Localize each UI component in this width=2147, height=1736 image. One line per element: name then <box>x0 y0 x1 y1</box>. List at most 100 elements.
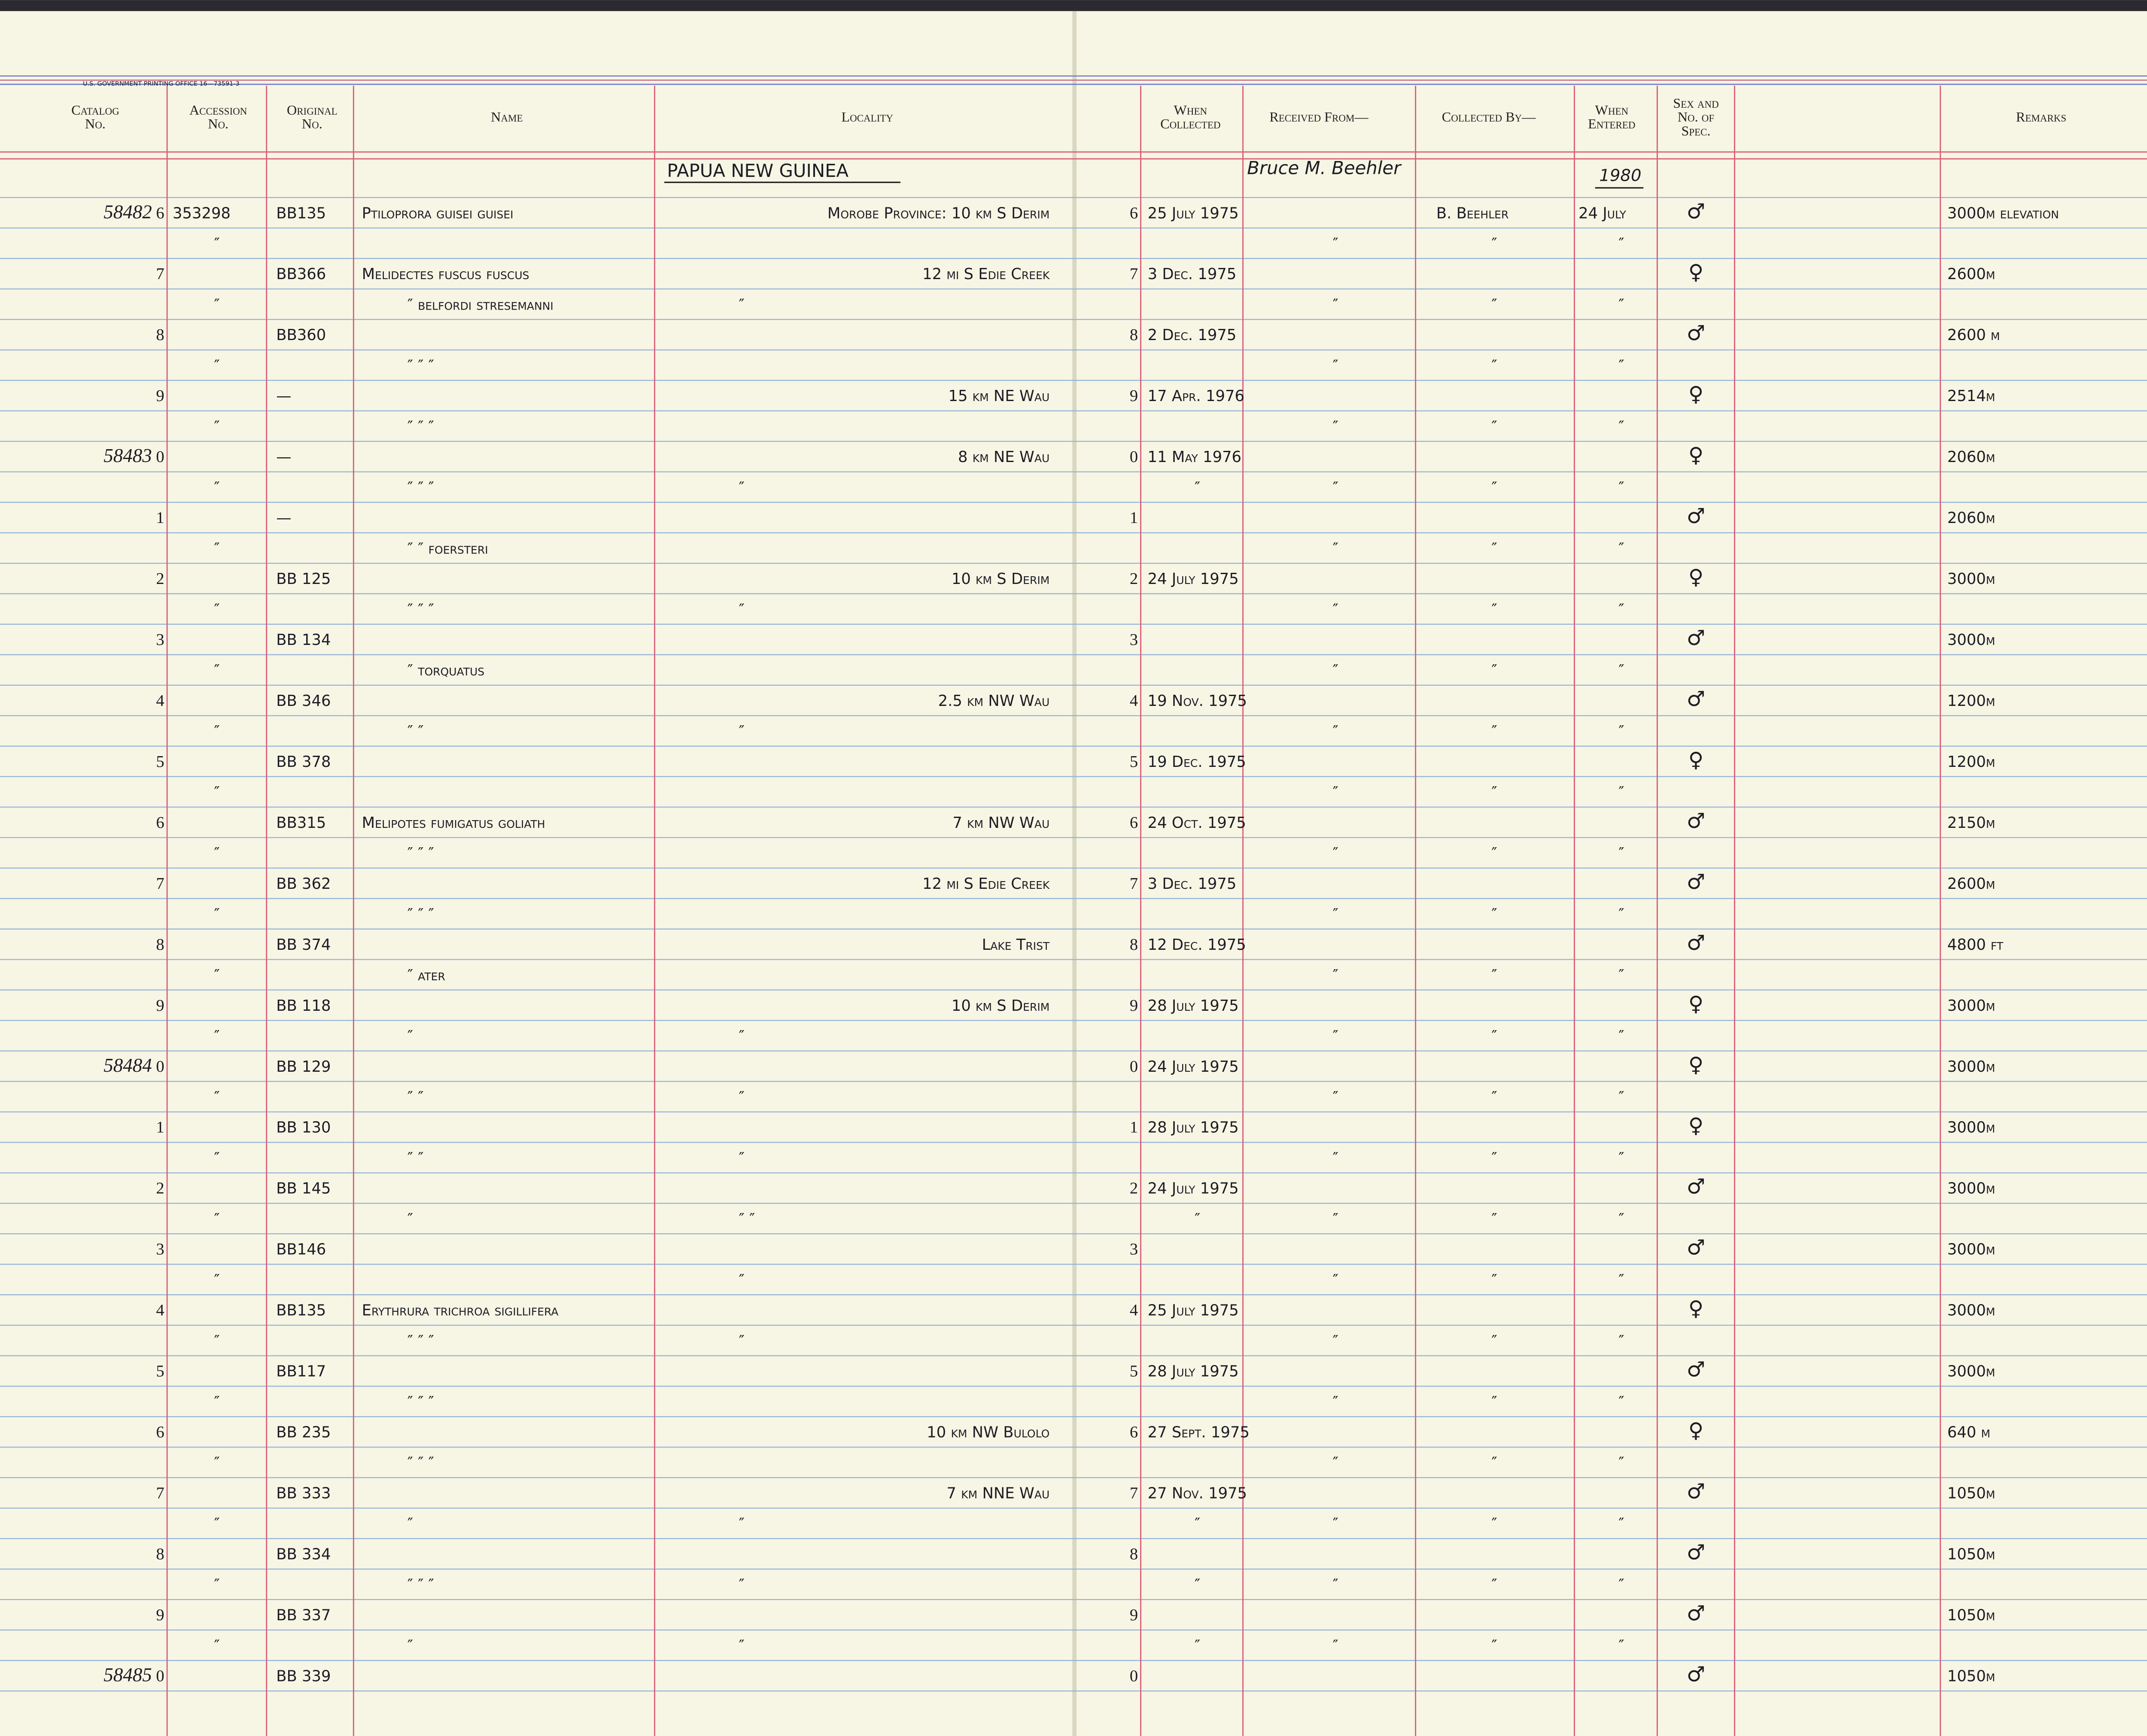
ditto-mark: ″ <box>408 1028 413 1045</box>
cell: 25 July 1975 <box>1148 204 1239 222</box>
ditto-mark: ″ <box>739 1271 745 1289</box>
cell: 1050m <box>1947 1667 1995 1685</box>
ditto-mark: ″ <box>1333 1210 1338 1228</box>
cell: 5 <box>1130 1362 1138 1380</box>
ditto-mark: ″ <box>1333 235 1338 252</box>
column-header: When <box>1174 102 1207 118</box>
cell: 7 <box>156 1484 164 1502</box>
section-received: Bruce M. Beehler <box>1247 157 1402 178</box>
cell: 3 Dec. 1975 <box>1148 875 1237 893</box>
cell: BB315 <box>276 814 326 832</box>
cell: 0 <box>156 1058 164 1076</box>
ditto-mark: ″ <box>1618 1271 1624 1289</box>
cell: 8 <box>1130 936 1138 954</box>
ditto-mark: ″ <box>214 1454 220 1472</box>
cell: 2600m <box>1947 875 1995 893</box>
cell: 12 Dec. 1975 <box>1148 936 1246 954</box>
cell: ♂ <box>1687 1601 1705 1625</box>
ditto-mark: ″ <box>1491 357 1497 374</box>
ditto-mark: ″ <box>214 845 220 862</box>
ditto-mark: ″ <box>1618 235 1624 252</box>
ditto-mark: ″ ″ ″ <box>408 1454 434 1472</box>
ditto-mark: ″ <box>1195 1637 1200 1655</box>
cell: 3000m <box>1947 1058 1995 1076</box>
cell: — <box>276 387 291 405</box>
cell: ♂ <box>1687 1662 1705 1686</box>
cell: 2 Dec. 1975 <box>1148 326 1237 344</box>
cell: — <box>276 509 291 527</box>
cell: BB360 <box>276 326 326 344</box>
ditto-mark: ″ <box>1333 1515 1338 1533</box>
cell: 3000m <box>1947 997 1995 1015</box>
ditto-mark: ″ ″ ″ <box>408 1332 434 1350</box>
cell: 2600m <box>1947 265 1995 283</box>
ditto-mark: ″ ″ ″ <box>408 1576 434 1594</box>
cell: 6 <box>156 204 164 222</box>
ditto-mark: ″ <box>214 235 220 252</box>
ditto-mark: ″ <box>1333 1271 1338 1289</box>
cell: 7 <box>156 265 164 283</box>
ditto-mark: ″ <box>1333 1637 1338 1655</box>
cell: 8 <box>1130 326 1138 344</box>
ditto-mark: ″ <box>1618 1088 1624 1106</box>
ditto-mark: ″ <box>408 1515 413 1533</box>
ditto-mark: ″ ″ <box>408 723 424 740</box>
ditto-mark: ″ <box>1618 296 1624 313</box>
ditto-mark: ″ ″ ″ <box>408 418 434 435</box>
ditto-mark: ″ <box>739 1515 745 1533</box>
cell: 2 <box>156 570 164 588</box>
cell: 7 <box>1130 1484 1138 1502</box>
cell: 24 July 1975 <box>1148 570 1239 588</box>
cell: 1 <box>156 1119 164 1137</box>
column-header: No. <box>85 116 106 131</box>
cell: ♀ <box>1688 1114 1703 1138</box>
ditto-mark: ″ <box>739 1149 745 1167</box>
ditto-mark: ″ <box>1195 1515 1200 1533</box>
cell: BB 130 <box>276 1119 331 1137</box>
cell: 24 July <box>1578 204 1627 222</box>
ditto-mark: ″ <box>214 1637 220 1655</box>
cell: 1 <box>156 509 164 527</box>
cell: 0 <box>1130 1058 1138 1076</box>
ditto-mark: ″ <box>1333 357 1338 374</box>
cell: 19 Dec. 1975 <box>1148 753 1246 771</box>
rules <box>0 75 2147 1736</box>
column-header: Entered <box>1588 116 1635 131</box>
ditto-mark: ″ <box>1618 357 1624 374</box>
cell: 27 Sept. 1975 <box>1148 1424 1250 1441</box>
ditto-mark: ″ <box>214 479 220 496</box>
cell: 7 <box>156 875 164 893</box>
cell: ♂ <box>1687 870 1705 894</box>
ditto-mark: ″ <box>214 784 220 801</box>
cell: 10 km S Derim <box>952 570 1049 588</box>
cell: 2 <box>1130 570 1138 588</box>
ditto-mark: ″ <box>214 1028 220 1045</box>
cell: ♂ <box>1687 931 1705 955</box>
cell: 24 July 1975 <box>1148 1180 1239 1198</box>
cell: 28 July 1975 <box>1148 1119 1239 1137</box>
cell: 7 <box>1130 875 1138 893</box>
column-header: No. <box>302 116 322 131</box>
ditto-mark: ″ <box>739 1576 745 1594</box>
cell: 2514m <box>1947 387 1995 405</box>
ditto-mark: ″ <box>1333 1088 1338 1106</box>
column-header: Collected <box>1160 116 1220 131</box>
ditto-mark: ″ <box>214 1515 220 1533</box>
section-locality: PAPUA NEW GUINEA <box>667 160 848 181</box>
ditto-mark: ″ <box>214 1210 220 1228</box>
ditto-mark: ″ <box>214 1576 220 1594</box>
ditto-mark: ″ <box>1333 1028 1338 1045</box>
cell: 353298 <box>173 204 231 222</box>
ditto-mark: ″ <box>1195 1576 1200 1594</box>
column-header: Catalog <box>71 102 119 118</box>
cell: BB 378 <box>276 753 331 771</box>
cell: ♂ <box>1687 321 1705 345</box>
cell: BB 125 <box>276 570 331 588</box>
cell: Melipotes fumigatus goliath <box>362 814 545 832</box>
cell: 3000m <box>1947 1119 1995 1137</box>
column-header: Spec. <box>1681 123 1710 138</box>
cell: 1050m <box>1947 1545 1995 1563</box>
cell: 0 <box>156 448 164 466</box>
cell: 2150m <box>1947 814 1995 832</box>
